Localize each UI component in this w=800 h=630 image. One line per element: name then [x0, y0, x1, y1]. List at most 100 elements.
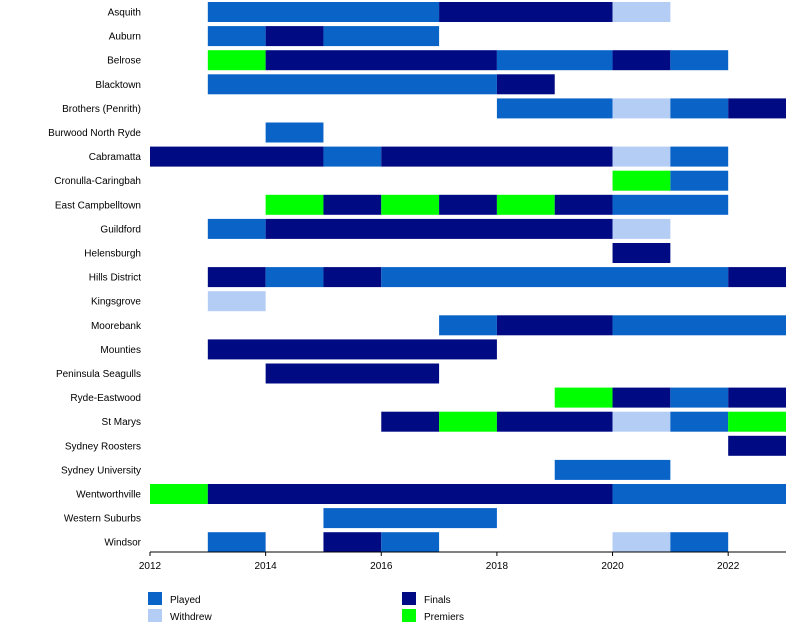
team-label-kingsgrove: Kingsgrove: [91, 297, 141, 308]
season-bar-brothers-penrith-2020-withdrew: [612, 98, 671, 119]
x-tick-label-2016: 2016: [370, 561, 393, 572]
legend-swatch-withdrew: [148, 609, 162, 622]
team-label-helensburgh: Helensburgh: [84, 249, 141, 260]
team-label-east-campbelltown: East Campbelltown: [55, 200, 141, 211]
season-bar-belrose-2020-finals: [612, 50, 671, 71]
season-bar-belrose-2014-finals: [265, 50, 497, 71]
season-bar-cabramatta-2012-finals: [150, 146, 324, 167]
season-bar-cronulla-caringbah-2021-played: [670, 170, 729, 191]
season-bar-st-marys-2022-premiers: [728, 411, 786, 432]
team-label-moorebank: Moorebank: [91, 321, 142, 332]
season-bar-ryde-eastwood-2019-premiers: [554, 387, 613, 408]
team-label-brothers-penrith: Brothers (Penrith): [62, 104, 141, 115]
season-bar-moorebank-2020-played: [612, 315, 786, 336]
season-bar-helensburgh-2020-finals: [612, 243, 671, 263]
season-bar-east-campbelltown-2020-played: [612, 194, 729, 215]
legend: Played Withdrew Finals Premiers: [148, 592, 464, 623]
season-bar-st-marys-2021-played: [670, 411, 729, 432]
team-label-st-marys: St Marys: [102, 417, 141, 428]
team-label-wentworthville: Wentworthville: [76, 490, 141, 501]
team-label-asquith: Asquith: [108, 8, 141, 19]
season-bar-ryde-eastwood-2022-finals: [728, 387, 786, 408]
season-bar-st-marys-2020-withdrew: [612, 411, 671, 432]
team-label-burwood-north-ryde: Burwood North Ryde: [48, 128, 141, 139]
season-bar-hills-district-2015-finals: [323, 267, 382, 288]
season-bar-cabramatta-2016-finals: [381, 146, 613, 167]
season-bar-hills-district-2016-played: [381, 267, 729, 288]
season-bar-windsor-2015-finals: [323, 532, 382, 553]
team-label-windsor: Windsor: [104, 538, 141, 549]
season-bar-guildford-2020-withdrew: [612, 218, 671, 239]
team-label-sydney-roosters: Sydney Roosters: [65, 441, 141, 452]
team-label-mounties: Mounties: [100, 345, 141, 356]
season-bar-guildford-2014-finals: [265, 218, 613, 239]
season-bar-burwood-north-ryde-2014-played: [265, 122, 324, 143]
season-bar-east-campbelltown-2015-finals: [323, 194, 382, 215]
season-bar-blacktown-2013-played: [207, 74, 497, 95]
team-label-auburn: Auburn: [109, 32, 141, 43]
team-label-ryde-eastwood: Ryde-Eastwood: [70, 393, 141, 404]
season-bar-east-campbelltown-2017-finals: [439, 194, 497, 215]
legend-label-finals: Finals: [424, 595, 451, 606]
season-bar-hills-district-2014-played: [265, 267, 324, 288]
season-bar-cronulla-caringbah-2020-premiers: [612, 170, 671, 191]
season-bar-east-campbelltown-2018-premiers: [496, 194, 555, 215]
season-bars: [150, 2, 786, 553]
season-bar-blacktown-2018-finals: [496, 74, 555, 95]
team-labels: Asquith Auburn Belrose Blacktown Brothers (P…: [48, 8, 142, 549]
season-bar-mounties-2013-finals: [207, 339, 497, 360]
season-bar-sydney-university-2019-played: [554, 459, 671, 480]
team-label-cronulla-caringbah: Cronulla-Caringbah: [54, 176, 141, 187]
season-bar-moorebank-2018-finals: [496, 315, 613, 336]
legend-swatch-played: [148, 592, 162, 605]
season-bar-sydney-roosters-2022-finals: [728, 435, 786, 456]
team-label-guildford: Guildford: [100, 224, 141, 235]
x-tick-label-2020: 2020: [601, 561, 624, 572]
season-bar-peninsula-seagulls-2014-finals: [265, 363, 440, 384]
season-bar-brothers-penrith-2021-played: [670, 98, 729, 119]
season-bar-east-campbelltown-2014-premiers: [265, 194, 324, 215]
x-tick-label-2012: 2012: [139, 561, 162, 572]
season-bar-windsor-2021-played: [670, 532, 729, 553]
season-bar-ryde-eastwood-2021-played: [670, 387, 729, 408]
team-label-peninsula-seagulls: Peninsula Seagulls: [56, 369, 141, 380]
season-bar-windsor-2020-withdrew: [612, 532, 671, 553]
season-bar-ryde-eastwood-2020-finals: [612, 387, 671, 408]
team-label-western-suburbs: Western Suburbs: [64, 514, 141, 525]
team-label-sydney-university: Sydney University: [61, 465, 141, 476]
season-bar-auburn-2013-played: [207, 26, 266, 47]
season-bar-asquith-2017-finals: [439, 2, 613, 22]
x-axis: 2012 2014 2016 2018 2020 2022: [139, 551, 786, 572]
season-bar-asquith-2020-withdrew: [612, 2, 671, 22]
legend-swatch-finals: [402, 592, 416, 605]
season-bar-cabramatta-2015-played: [323, 146, 382, 167]
season-bar-st-marys-2017-premiers: [439, 411, 497, 432]
x-tick-label-2014: 2014: [255, 561, 278, 572]
season-bar-east-campbelltown-2019-finals: [554, 194, 613, 215]
team-label-cabramatta: Cabramatta: [89, 152, 142, 163]
season-bar-wentworthville-2013-finals: [207, 484, 613, 504]
season-bar-auburn-2014-finals: [265, 26, 324, 47]
season-bar-belrose-2013-premiers: [207, 50, 266, 71]
x-tick-label-2018: 2018: [486, 561, 509, 572]
legend-label-premiers: Premiers: [424, 612, 464, 623]
season-bar-hills-district-2013-finals: [207, 267, 266, 288]
season-bar-moorebank-2017-played: [439, 315, 497, 336]
season-bar-st-marys-2016-finals: [381, 411, 440, 432]
team-label-hills-district: Hills District: [89, 273, 141, 284]
season-bar-kingsgrove-2013-withdrew: [207, 291, 266, 312]
legend-label-withdrew: Withdrew: [170, 612, 212, 623]
season-bar-belrose-2021-played: [670, 50, 729, 71]
season-bar-wentworthville-2012-premiers: [150, 484, 208, 504]
season-bar-auburn-2015-played: [323, 26, 440, 47]
team-label-blacktown: Blacktown: [95, 80, 141, 91]
season-bar-hills-district-2022-finals: [728, 267, 786, 288]
season-bar-east-campbelltown-2016-premiers: [381, 194, 440, 215]
season-bar-western-suburbs-2015-played: [323, 508, 497, 529]
legend-swatch-premiers: [402, 609, 416, 622]
team-label-belrose: Belrose: [107, 56, 141, 67]
season-bar-cabramatta-2020-withdrew: [612, 146, 671, 167]
season-bar-cabramatta-2021-played: [670, 146, 729, 167]
x-tick-label-2022: 2022: [717, 561, 740, 572]
